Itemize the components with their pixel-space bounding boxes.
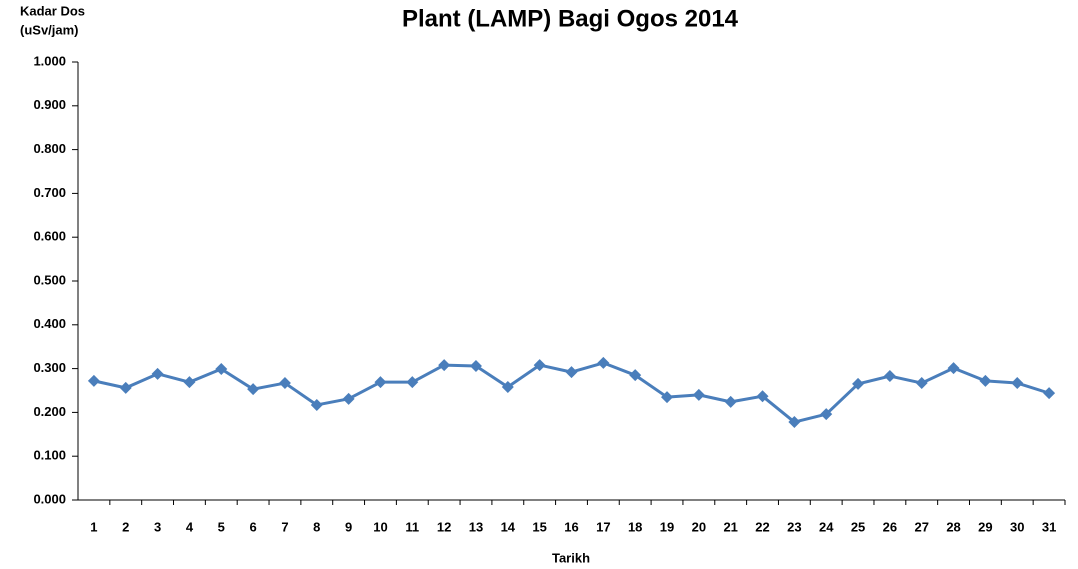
y-tick-label: 0.900 [33, 97, 66, 112]
data-point [852, 377, 865, 390]
x-tick-label: 1 [90, 519, 97, 534]
y-axis-label: (uSv/jam) [20, 22, 79, 37]
x-tick-label: 10 [373, 519, 387, 534]
x-tick-label: 20 [692, 519, 706, 534]
x-tick-label: 26 [883, 519, 897, 534]
x-tick-label: 8 [313, 519, 320, 534]
y-tick-label: 0.700 [33, 185, 66, 200]
x-tick-label: 18 [628, 519, 642, 534]
data-point [692, 388, 705, 401]
y-tick-label: 0.800 [33, 141, 66, 156]
y-tick-label: 0.600 [33, 229, 66, 244]
data-point [501, 380, 514, 393]
x-tick-label: 30 [1010, 519, 1024, 534]
y-tick-label: 0.400 [33, 316, 66, 331]
data-point [756, 390, 769, 403]
data-point [1011, 377, 1024, 390]
y-axis-label: Kadar Dos [20, 3, 85, 18]
x-tick-label: 28 [946, 519, 960, 534]
x-axis-label: Tarikh [552, 550, 590, 565]
x-tick-label: 4 [186, 519, 194, 534]
data-point [438, 359, 451, 372]
data-point [310, 398, 323, 411]
x-tick-label: 12 [437, 519, 451, 534]
data-point [979, 374, 992, 387]
x-tick-label: 29 [978, 519, 992, 534]
data-point [87, 374, 100, 387]
data-point [342, 392, 355, 405]
x-tick-label: 21 [723, 519, 737, 534]
x-tick-label: 16 [564, 519, 578, 534]
x-tick-label: 3 [154, 519, 161, 534]
x-tick-label: 6 [249, 519, 256, 534]
x-tick-label: 24 [819, 519, 834, 534]
x-tick-label: 22 [755, 519, 769, 534]
x-tick-label: 25 [851, 519, 865, 534]
data-point [915, 377, 928, 390]
data-point [119, 381, 132, 394]
x-tick-label: 15 [532, 519, 546, 534]
x-tick-label: 5 [218, 519, 225, 534]
data-point [788, 416, 801, 429]
data-point [565, 366, 578, 379]
x-tick-label: 11 [405, 519, 419, 534]
data-point [278, 377, 291, 390]
y-tick-label: 0.300 [33, 360, 66, 375]
data-point [406, 376, 419, 389]
data-point [661, 391, 674, 404]
data-point [1043, 387, 1056, 400]
data-point [724, 395, 737, 408]
data-point [183, 376, 196, 389]
y-tick-label: 0.100 [33, 448, 66, 463]
x-tick-label: 23 [787, 519, 801, 534]
data-point [883, 370, 896, 383]
data-point [215, 363, 228, 376]
data-point [947, 362, 960, 375]
x-tick-label: 31 [1042, 519, 1056, 534]
y-tick-label: 0.200 [33, 404, 66, 419]
x-tick-label: 19 [660, 519, 674, 534]
y-tick-label: 1.000 [33, 53, 66, 68]
x-tick-label: 14 [501, 519, 516, 534]
x-tick-label: 27 [914, 519, 928, 534]
x-tick-label: 17 [596, 519, 610, 534]
x-tick-label: 7 [281, 519, 288, 534]
y-tick-label: 0.500 [33, 272, 66, 287]
data-point [820, 408, 833, 421]
x-tick-label: 13 [469, 519, 483, 534]
data-point [533, 359, 546, 372]
x-tick-label: 2 [122, 519, 129, 534]
y-tick-label: 0.000 [33, 491, 66, 506]
data-point [247, 383, 260, 396]
data-point [629, 369, 642, 382]
x-tick-label: 9 [345, 519, 352, 534]
data-point [597, 356, 610, 369]
chart-title: Plant (LAMP) Bagi Ogos 2014 [402, 5, 739, 32]
data-point [151, 367, 164, 380]
data-point [469, 359, 482, 372]
data-point [374, 376, 387, 389]
